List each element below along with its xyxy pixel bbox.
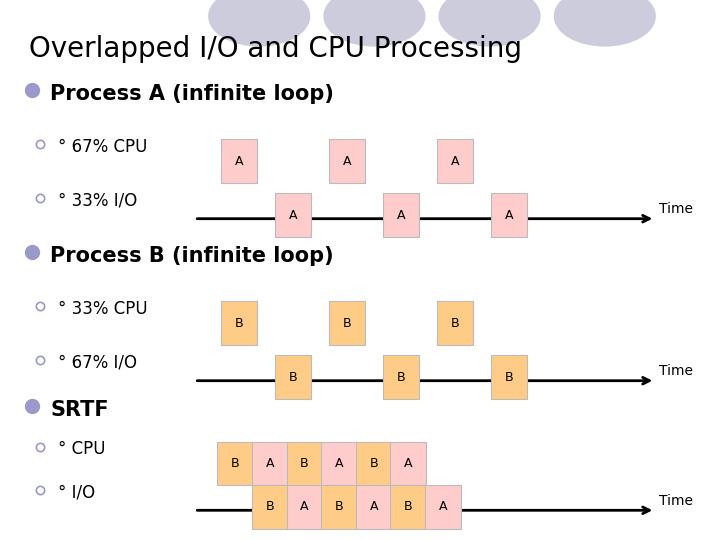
- FancyBboxPatch shape: [437, 139, 473, 183]
- FancyBboxPatch shape: [321, 442, 357, 485]
- FancyBboxPatch shape: [275, 355, 311, 399]
- FancyBboxPatch shape: [390, 485, 426, 529]
- FancyBboxPatch shape: [221, 301, 257, 345]
- Text: A: A: [404, 457, 413, 470]
- Text: B: B: [369, 457, 378, 470]
- Text: B: B: [451, 316, 459, 330]
- Text: Process A (infinite loop): Process A (infinite loop): [50, 84, 334, 104]
- Text: Overlapped I/O and CPU Processing: Overlapped I/O and CPU Processing: [29, 35, 522, 63]
- Text: Time: Time: [659, 494, 693, 508]
- Text: A: A: [289, 208, 297, 222]
- Text: B: B: [289, 370, 297, 384]
- Text: Time: Time: [659, 364, 693, 378]
- Text: SRTF: SRTF: [50, 400, 109, 420]
- Text: Time: Time: [659, 202, 693, 216]
- Text: A: A: [451, 154, 459, 168]
- Text: A: A: [369, 500, 378, 514]
- FancyBboxPatch shape: [383, 355, 419, 399]
- Text: A: A: [266, 457, 274, 470]
- Text: A: A: [397, 208, 405, 222]
- Text: ° 33% CPU: ° 33% CPU: [58, 300, 147, 318]
- Text: B: B: [235, 316, 243, 330]
- Text: B: B: [404, 500, 413, 514]
- FancyBboxPatch shape: [329, 139, 365, 183]
- Text: B: B: [343, 316, 351, 330]
- FancyBboxPatch shape: [383, 193, 419, 237]
- FancyBboxPatch shape: [221, 139, 257, 183]
- Text: ° 33% I/O: ° 33% I/O: [58, 192, 137, 210]
- Text: B: B: [300, 457, 309, 470]
- Text: A: A: [505, 208, 513, 222]
- Ellipse shape: [209, 0, 310, 46]
- FancyBboxPatch shape: [287, 442, 323, 485]
- Text: B: B: [397, 370, 405, 384]
- FancyBboxPatch shape: [329, 301, 365, 345]
- Text: A: A: [343, 154, 351, 168]
- Text: B: B: [335, 500, 343, 514]
- FancyBboxPatch shape: [491, 193, 527, 237]
- Text: ° 67% I/O: ° 67% I/O: [58, 354, 137, 372]
- Text: Process B (infinite loop): Process B (infinite loop): [50, 246, 334, 266]
- FancyBboxPatch shape: [275, 193, 311, 237]
- Ellipse shape: [439, 0, 540, 46]
- FancyBboxPatch shape: [252, 485, 288, 529]
- Text: ° I/O: ° I/O: [58, 483, 95, 501]
- FancyBboxPatch shape: [321, 485, 357, 529]
- Text: A: A: [235, 154, 243, 168]
- FancyBboxPatch shape: [217, 442, 253, 485]
- Text: B: B: [266, 500, 274, 514]
- FancyBboxPatch shape: [437, 301, 473, 345]
- Text: ° 67% CPU: ° 67% CPU: [58, 138, 147, 156]
- FancyBboxPatch shape: [287, 485, 323, 529]
- Text: B: B: [231, 457, 240, 470]
- FancyBboxPatch shape: [390, 442, 426, 485]
- Ellipse shape: [554, 0, 655, 46]
- FancyBboxPatch shape: [356, 442, 392, 485]
- Text: A: A: [300, 500, 309, 514]
- Text: ° CPU: ° CPU: [58, 440, 105, 458]
- Text: A: A: [335, 457, 343, 470]
- Text: B: B: [505, 370, 513, 384]
- Ellipse shape: [324, 0, 425, 46]
- Text: A: A: [438, 500, 447, 514]
- FancyBboxPatch shape: [356, 485, 392, 529]
- FancyBboxPatch shape: [252, 442, 288, 485]
- FancyBboxPatch shape: [425, 485, 461, 529]
- FancyBboxPatch shape: [491, 355, 527, 399]
